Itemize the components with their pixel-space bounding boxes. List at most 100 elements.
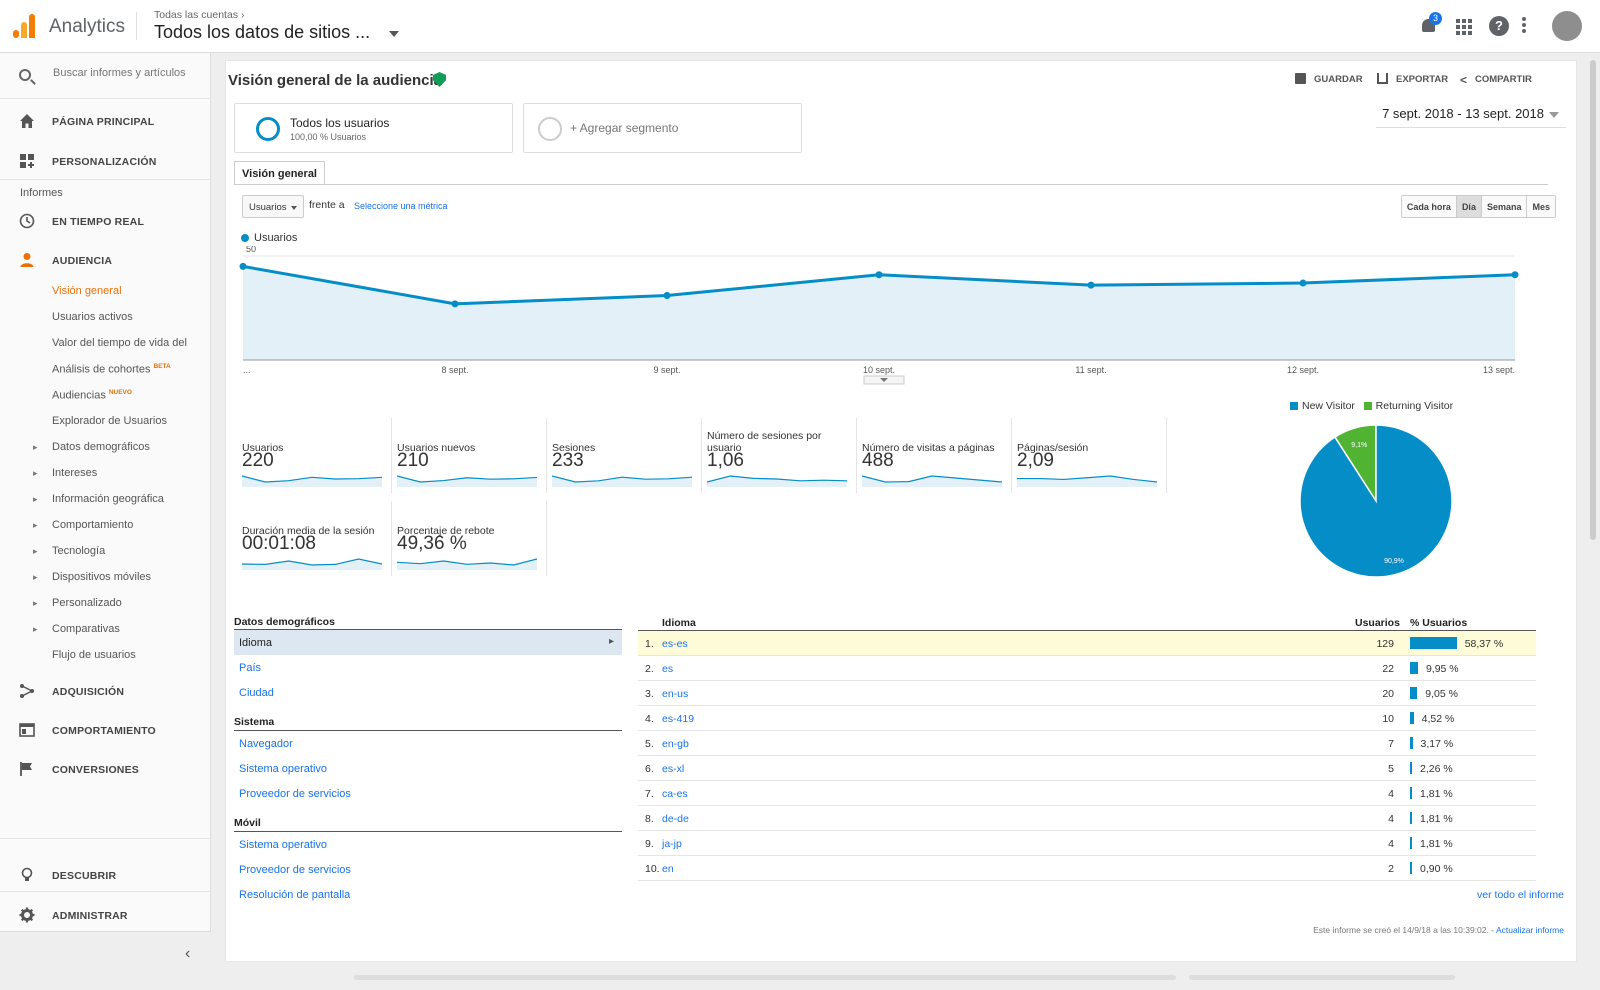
language-link[interactable]: es-es <box>662 638 688 650</box>
sidebar-item-audience[interactable]: AUDIENCIA <box>0 242 211 280</box>
sidebar-item-behavior[interactable]: COMPORTAMIENTO <box>0 712 211 750</box>
pie-legend-new[interactable]: New Visitor <box>1302 400 1355 412</box>
language-link[interactable]: ca-es <box>662 788 688 800</box>
more-vertical-icon[interactable] <box>1522 16 1528 36</box>
sidebar-subitem-lifetime-value[interactable]: Valor del tiempo de vida del <box>52 337 187 349</box>
data-point[interactable] <box>1511 271 1519 279</box>
save-button[interactable]: GUARDAR <box>1295 73 1363 85</box>
sidebar-item-label: DESCUBRIR <box>52 870 117 882</box>
demo-item-screen-resolution[interactable]: Resolución de pantalla <box>239 889 351 901</box>
scorecard[interactable]: Usuarios 220 <box>242 418 392 493</box>
language-link[interactable]: en <box>662 863 674 875</box>
export-button[interactable]: EXPORTAR <box>1377 73 1448 85</box>
sidebar-item-discover[interactable]: DESCUBRIR <box>0 857 211 895</box>
add-segment-button[interactable]: + Agregar segmento <box>523 103 802 153</box>
demo-item-browser[interactable]: Navegador <box>239 738 293 750</box>
analytics-logo-icon[interactable] <box>13 14 35 38</box>
sidebar-subitem-active-users[interactable]: Usuarios activos <box>52 311 133 323</box>
demo-item-provider[interactable]: Proveedor de servicios <box>239 788 351 800</box>
demo-item-mobile-os[interactable]: Sistema operativo <box>239 839 328 851</box>
pie-slice[interactable] <box>1299 424 1453 578</box>
language-link[interactable]: es-419 <box>662 713 695 725</box>
date-range-picker[interactable]: 7 sept. 2018 - 13 sept. 2018 <box>1382 106 1544 121</box>
select-metric-link[interactable]: Seleccione una métrica <box>354 201 448 211</box>
granularity-day[interactable]: Día <box>1456 196 1482 217</box>
language-link[interactable]: es-xl <box>662 763 685 775</box>
granularity-hourly[interactable]: Cada hora <box>1401 196 1457 217</box>
refresh-report-link[interactable]: Actualizar informe <box>1495 925 1564 935</box>
data-point[interactable] <box>1087 281 1095 289</box>
demo-item-language[interactable]: Idioma <box>234 630 622 655</box>
gear-icon <box>19 907 35 923</box>
language-link[interactable]: es <box>662 663 674 675</box>
notifications-bell-icon[interactable]: 3 <box>1419 12 1442 36</box>
avatar[interactable] <box>1552 11 1582 41</box>
demo-item-mobile-provider[interactable]: Proveedor de servicios <box>239 864 351 876</box>
horizontal-scrollbar[interactable] <box>354 975 1176 980</box>
help-icon[interactable]: ? <box>1489 16 1509 36</box>
tab-overview[interactable]: Visión general <box>234 161 325 185</box>
sidebar-item-customization[interactable]: PERSONALIZACIÓN <box>0 143 211 181</box>
granularity-month[interactable]: Mes <box>1527 196 1555 217</box>
x-tick-label: ... <box>243 365 251 375</box>
sidebar-subitem-technology[interactable]: Tecnología <box>33 545 105 557</box>
sidebar-item-admin[interactable]: ADMINISTRAR <box>0 897 211 935</box>
scorecard[interactable]: Sesiones 233 <box>552 418 702 493</box>
language-link[interactable]: de-de <box>662 813 689 825</box>
sidebar-item-conversions[interactable]: CONVERSIONES <box>0 751 211 789</box>
pie-legend-returning[interactable]: Returning Visitor <box>1375 400 1454 412</box>
sidebar-item-home[interactable]: PÁGINA PRINCIPAL <box>0 103 211 141</box>
table-row: 3. en-us 20 9,05 % <box>638 681 1536 706</box>
sidebar-subitem-overview[interactable]: Visión general <box>52 285 122 297</box>
sidebar-subitem-users-flow[interactable]: Flujo de usuarios <box>52 649 136 661</box>
property-selector[interactable]: Todos los datos de sitios ... <box>154 22 371 42</box>
sidebar-subitem-audiences[interactable]: Audiencias NUEVO <box>52 389 132 402</box>
metric-select[interactable]: Usuarios <box>242 195 304 218</box>
sidebar-subitem-geo[interactable]: Información geográfica <box>33 493 164 505</box>
horizontal-scrollbar[interactable] <box>1189 975 1455 980</box>
sidebar-item-realtime[interactable]: EN TIEMPO REAL <box>0 203 211 241</box>
search-input[interactable] <box>53 67 203 79</box>
sidebar-item-acquisition[interactable]: ADQUISICIÓN <box>0 673 211 711</box>
segment-all-users[interactable]: Todos los usuarios 100,00 % Usuarios <box>234 103 513 153</box>
sidebar-subitem-interests[interactable]: Intereses <box>33 467 97 479</box>
scorecard[interactable]: Duración media de la sesión 00:01:08 <box>242 501 392 576</box>
sidebar-subitem-benchmarking[interactable]: Comparativas <box>33 623 120 635</box>
demo-item-city[interactable]: Ciudad <box>239 687 274 699</box>
scorecard[interactable]: Usuarios nuevos 210 <box>397 418 547 493</box>
language-link[interactable]: en-us <box>662 688 689 700</box>
data-point[interactable] <box>451 300 459 308</box>
granularity-week[interactable]: Semana <box>1481 196 1528 217</box>
sidebar-subitem-user-explorer[interactable]: Explorador de Usuarios <box>52 415 167 427</box>
data-point[interactable] <box>663 292 671 300</box>
language-link[interactable]: ja-jp <box>662 838 682 850</box>
share-button[interactable]: < COMPARTIR <box>1460 73 1532 87</box>
demo-item-country[interactable]: País <box>239 662 262 674</box>
breadcrumb[interactable]: Todas las cuentas › <box>154 9 244 21</box>
vertical-scrollbar[interactable] <box>1590 60 1596 540</box>
sidebar-subitem-cohort-analysis[interactable]: Análisis de cohortes BETA <box>52 363 171 376</box>
scorecard[interactable]: Número de sesiones por usuario 1,06 <box>707 418 857 493</box>
chevron-down-icon[interactable] <box>1549 112 1559 118</box>
scorecard[interactable]: Páginas/sesión 2,09 <box>1017 418 1167 493</box>
breadcrumb-account[interactable]: Todas las cuentas <box>154 9 239 21</box>
view-full-report-link[interactable]: ver todo el informe <box>1477 889 1564 901</box>
scorecard-value: 233 <box>552 450 584 471</box>
scorecard[interactable]: Porcentaje de rebote 49,36 % <box>397 501 547 576</box>
data-point[interactable] <box>239 262 247 270</box>
sidebar-subitem-demographics[interactable]: Datos demográficos <box>33 441 150 453</box>
data-point[interactable] <box>875 271 883 279</box>
chevron-down-icon[interactable] <box>389 31 399 37</box>
language-link[interactable]: en-gb <box>662 738 689 750</box>
legend-label[interactable]: Usuarios <box>254 232 298 244</box>
users-value: 129 <box>1376 638 1394 650</box>
sidebar-subitem-custom[interactable]: Personalizado <box>33 597 122 609</box>
demo-item-os[interactable]: Sistema operativo <box>239 763 328 775</box>
apps-grid-icon[interactable] <box>1453 16 1473 36</box>
users-value: 20 <box>1382 688 1394 700</box>
sidebar-subitem-mobile[interactable]: Dispositivos móviles <box>33 571 151 583</box>
data-point[interactable] <box>1299 279 1307 287</box>
scorecard[interactable]: Número de visitas a páginas 488 <box>862 418 1012 493</box>
collapse-sidebar-icon[interactable]: ‹ <box>185 945 191 962</box>
sidebar-subitem-behavior[interactable]: Comportamiento <box>33 519 133 531</box>
